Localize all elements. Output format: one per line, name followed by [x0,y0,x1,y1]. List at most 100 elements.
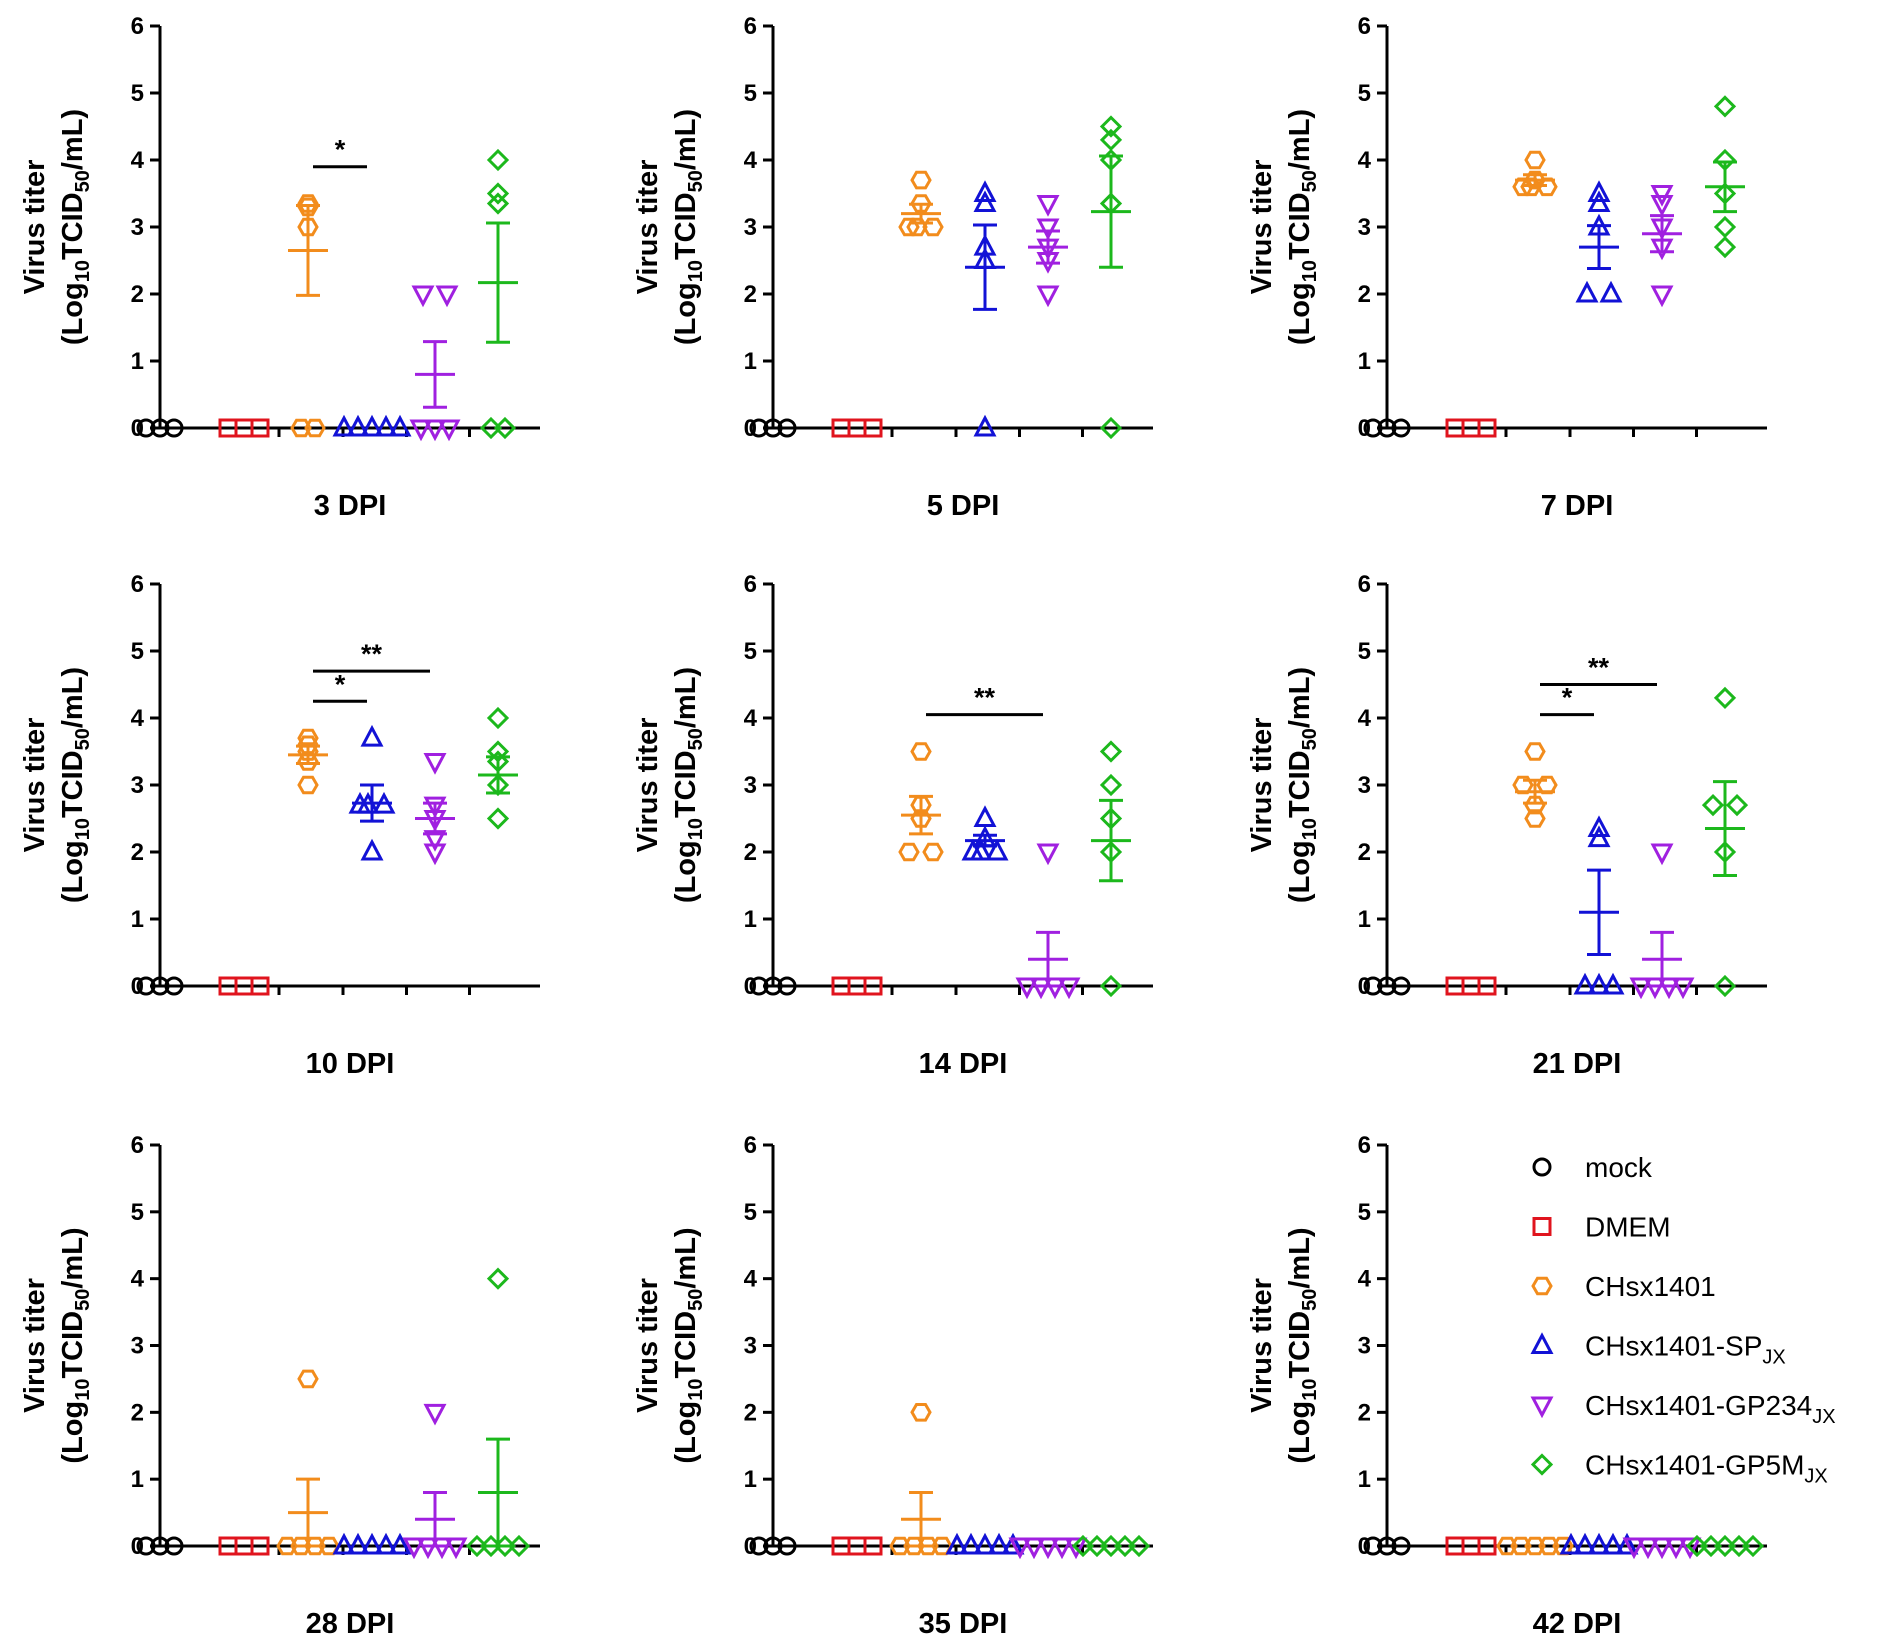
data-point [1036,285,1060,308]
y-tick-label: 3 [744,772,757,799]
data-point [150,976,170,996]
data-point [250,976,270,996]
data-point [374,1532,398,1555]
y-label-text: /mL) [57,109,89,170]
y-tick-label: 3 [1358,772,1371,799]
y-axis-label-line1: Virus titer [1246,1278,1278,1413]
legend-label-subscript: JX [1804,1466,1827,1488]
y-axis-label-line1: Virus titer [632,718,664,853]
data-point [863,1536,883,1556]
data-point [1036,195,1060,217]
y-label-subscript: 10 [72,1379,94,1401]
legend-label-text: CHsx1401-GP5M [1585,1450,1804,1481]
data-point [1524,809,1546,828]
legend: mockDMEMCHsx1401CHsx1401-SPJXCHsx1401-GP… [1530,1152,1836,1488]
y-axis-label-line2: (Log10TCID50/mL) [1284,667,1321,903]
y-tick-label: 2 [744,839,757,866]
data-point [973,805,997,827]
data-point [1477,976,1497,996]
y-label-text: TCID [57,192,89,260]
data-point [360,838,384,861]
data-point [486,192,510,215]
legend-label-text: CHsx1401 [1585,1271,1716,1302]
data-point [136,1536,156,1556]
data-point [1587,180,1611,202]
y-tick-label: 3 [131,214,144,241]
data-point [360,414,384,437]
data-point [1477,1536,1497,1556]
y-label-text: /mL) [670,667,702,728]
y-tick-label: 6 [744,571,757,598]
legend-label: CHsx1401-GP234JX [1585,1390,1836,1428]
y-tick-label: 4 [1358,147,1372,174]
legend-marker [1530,1332,1554,1354]
data-point [777,418,797,438]
data-point [1701,793,1725,817]
data-point [1713,95,1737,118]
data-point [1496,1536,1518,1556]
data-point [973,1532,997,1555]
y-label-text: TCID [1284,192,1316,260]
y-label-text: (Log [1284,282,1316,345]
y-tick-label: 5 [131,1199,144,1226]
data-point [1678,1537,1702,1560]
y-tick-label: 4 [744,1266,758,1293]
data-point [763,418,783,438]
data-point [969,838,993,861]
y-label-text: (Log [670,282,702,345]
data-point [290,418,312,438]
data-point [1650,843,1674,866]
data-point [250,1536,270,1556]
y-label-subscript: 10 [685,260,707,282]
data-point [486,807,510,830]
y-tick-label: 2 [1358,281,1371,308]
data-point [423,419,447,442]
y-axis-label: Virus titer(Log10TCID50/mL) [19,1227,94,1463]
y-tick-label: 3 [1358,214,1371,241]
y-axis-label: Virus titer(Log10TCID50/mL) [19,109,94,345]
data-point [1650,195,1674,217]
data-point [910,1403,932,1422]
data-point [1713,235,1737,259]
data-point [1377,1536,1397,1556]
data-point [136,418,156,438]
data-point [1538,1536,1560,1556]
data-point [1671,977,1695,1000]
data-point [164,1536,184,1556]
legend-label-subscript: JX [1762,1347,1785,1369]
significance-label: * [335,135,346,165]
legend-label-text: DMEM [1585,1212,1671,1243]
data-point [486,1267,510,1290]
y-tick-label: 5 [1358,80,1371,107]
y-axis-label: Virus titer(Log10TCID50/mL) [632,109,707,345]
data-point [1524,742,1546,761]
y-tick-label: 4 [1358,705,1372,732]
data-point [1008,1537,1032,1560]
y-tick-label: 3 [131,1333,144,1360]
data-point [863,976,883,996]
y-tick-label: 2 [131,1399,144,1426]
y-axis-label-line1: Virus titer [632,1278,664,1413]
panel-title: 21 DPI [1533,1048,1622,1080]
y-label-text: (Log [1284,840,1316,903]
panel-title: 3 DPI [314,490,387,522]
data-point [297,194,319,213]
y-axis-label-line2: (Log10TCID50/mL) [670,1227,707,1463]
y-tick-label: 1 [744,906,757,933]
y-tick-label: 2 [131,281,144,308]
data-point [1510,1536,1532,1556]
y-tick-label: 4 [131,147,145,174]
data-point [1099,974,1123,998]
data-point [150,418,170,438]
data-point [1036,218,1060,241]
data-point [1064,1537,1088,1560]
y-axis-label-line2: (Log10TCID50/mL) [57,109,94,345]
data-point [1099,740,1123,763]
legend-label: mock [1585,1152,1653,1183]
legend-label-subscript: JX [1812,1406,1835,1428]
legend-item: CHsx1401-GP234JX [1530,1390,1836,1428]
significance-label: * [1562,683,1573,713]
